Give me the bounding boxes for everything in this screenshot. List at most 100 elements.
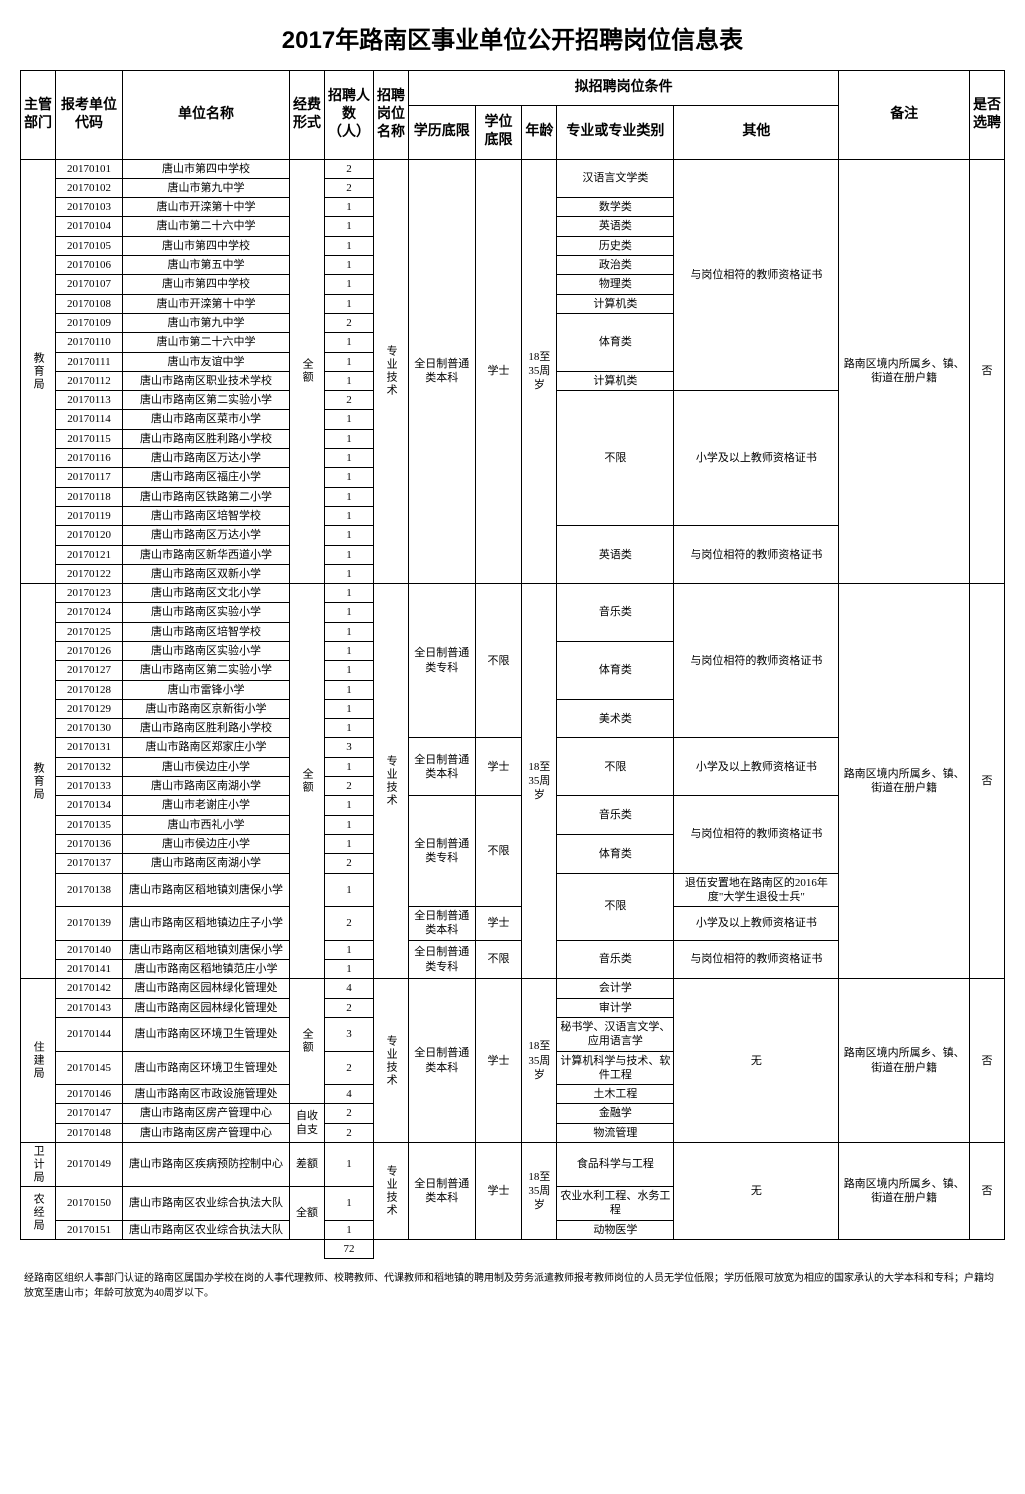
table-cell: 20170123 xyxy=(56,584,123,603)
table-cell: 1 xyxy=(325,526,374,545)
table-cell: 1 xyxy=(325,940,374,959)
table-cell: 物流管理 xyxy=(557,1123,674,1142)
table-cell: 物理类 xyxy=(557,275,674,294)
table-cell: 全日制普通类本科 xyxy=(409,979,476,1143)
table-cell: 农经局 xyxy=(21,1187,56,1240)
table-cell: 小学及以上教师资格证书 xyxy=(674,738,839,796)
table-cell: 20170107 xyxy=(56,275,123,294)
table-cell: 学士 xyxy=(475,907,522,941)
table-cell: 2 xyxy=(325,391,374,410)
table-cell: 1 xyxy=(325,796,374,815)
table-cell: 20170116 xyxy=(56,449,123,468)
table-cell: 全日制普通类本科 xyxy=(409,159,476,584)
table-cell: 1 xyxy=(325,371,374,390)
table-cell: 20170140 xyxy=(56,940,123,959)
table-cell: 20170148 xyxy=(56,1123,123,1142)
table-cell: 20170122 xyxy=(56,564,123,583)
table-cell xyxy=(21,1239,325,1258)
table-cell: 土木工程 xyxy=(557,1085,674,1104)
table-cell: 全额 xyxy=(290,159,325,584)
table-cell: 历史类 xyxy=(557,236,674,255)
table-cell: 路南区境内所属乡、镇、街道在册户籍 xyxy=(839,979,970,1143)
th-dept: 主管部门 xyxy=(21,71,56,160)
table-cell: 唐山市路南区铁路第二小学 xyxy=(123,487,290,506)
table-cell: 2 xyxy=(325,178,374,197)
table-cell: 2 xyxy=(325,1123,374,1142)
table-cell: 2 xyxy=(325,907,374,941)
table-cell: 唐山市路南区第二实验小学 xyxy=(123,391,290,410)
table-cell: 20170149 xyxy=(56,1143,123,1187)
table-cell: 全日制普通类专科 xyxy=(409,584,476,738)
th-degree: 学位底限 xyxy=(475,106,522,159)
th-edu: 学历底限 xyxy=(409,106,476,159)
table-cell: 唐山市侯边庄小学 xyxy=(123,834,290,853)
table-cell: 英语类 xyxy=(557,217,674,236)
table-cell: 小学及以上教师资格证书 xyxy=(674,907,839,941)
table-cell: 2 xyxy=(325,998,374,1017)
table-cell: 20170119 xyxy=(56,506,123,525)
th-code: 报考单位代码 xyxy=(56,71,123,160)
table-cell: 2 xyxy=(325,1104,374,1123)
table-cell: 唐山市第二十六中学 xyxy=(123,217,290,236)
table-cell: 数学类 xyxy=(557,198,674,217)
table-row: 住建局20170142唐山市路南区园林绿化管理处全额4专业技术全日制普通类本科学… xyxy=(21,979,1005,998)
table-cell: 20170145 xyxy=(56,1051,123,1085)
table-cell: 唐山市路南区文北小学 xyxy=(123,584,290,603)
table-cell: 20170112 xyxy=(56,371,123,390)
table-cell: 唐山市第四中学校 xyxy=(123,159,290,178)
table-cell: 1 xyxy=(325,622,374,641)
table-cell: 小学及以上教师资格证书 xyxy=(674,391,839,526)
table-cell: 1 xyxy=(325,661,374,680)
table-cell: 20170104 xyxy=(56,217,123,236)
table-cell: 与岗位相符的教师资格证书 xyxy=(674,940,839,979)
table-cell: 唐山市路南区万达小学 xyxy=(123,526,290,545)
table-cell: 1 xyxy=(325,468,374,487)
table-cell: 不限 xyxy=(475,940,522,979)
table-cell: 不限 xyxy=(475,584,522,738)
table-cell: 政治类 xyxy=(557,256,674,275)
table-cell: 与岗位相符的教师资格证书 xyxy=(674,159,839,391)
table-cell: 与岗位相符的教师资格证书 xyxy=(674,796,839,873)
table-cell: 专业技术 xyxy=(374,584,409,979)
table-cell: 1 xyxy=(325,960,374,979)
table-cell: 唐山市路南区实验小学 xyxy=(123,641,290,660)
table-cell: 唐山市第四中学校 xyxy=(123,236,290,255)
table-cell: 唐山市路南区市政设施管理处 xyxy=(123,1085,290,1104)
table-cell: 20170106 xyxy=(56,256,123,275)
table-cell: 1 xyxy=(325,1187,374,1221)
table-cell: 20170143 xyxy=(56,998,123,1017)
table-cell: 教育局 xyxy=(21,159,56,584)
table-cell: 唐山市路南区万达小学 xyxy=(123,449,290,468)
table-cell: 20170117 xyxy=(56,468,123,487)
table-cell: 计算机类 xyxy=(557,294,674,313)
table-cell: 20170111 xyxy=(56,352,123,371)
table-cell: 唐山市路南区胜利路小学校 xyxy=(123,429,290,448)
table-cell: 1 xyxy=(325,449,374,468)
table-cell: 20170150 xyxy=(56,1187,123,1221)
table-cell: 20170124 xyxy=(56,603,123,622)
th-remark: 备注 xyxy=(839,71,970,160)
table-cell: 唐山市第四中学校 xyxy=(123,275,290,294)
table-cell: 3 xyxy=(325,738,374,757)
table-cell: 否 xyxy=(970,159,1005,584)
table-cell: 唐山市侯边庄小学 xyxy=(123,757,290,776)
table-cell: 20170144 xyxy=(56,1017,123,1051)
table-cell: 1 xyxy=(325,564,374,583)
table-cell: 20170138 xyxy=(56,873,123,907)
table-cell: 唐山市路南区京新街小学 xyxy=(123,699,290,718)
table-cell: 3 xyxy=(325,1017,374,1051)
table-cell: 卫计局 xyxy=(21,1143,56,1187)
table-cell: 1 xyxy=(325,410,374,429)
table-cell xyxy=(374,1239,1005,1258)
table-cell: 全额 xyxy=(290,1187,325,1240)
table-cell: 18至35周岁 xyxy=(522,159,557,584)
table-cell: 学士 xyxy=(475,1143,522,1240)
table-cell: 20170133 xyxy=(56,777,123,796)
table-cell: 20170113 xyxy=(56,391,123,410)
table-cell: 与岗位相符的教师资格证书 xyxy=(674,584,839,738)
table-cell: 1 xyxy=(325,603,374,622)
table-cell: 自收自支 xyxy=(290,1104,325,1143)
table-cell: 否 xyxy=(970,979,1005,1143)
table-cell: 专业技术 xyxy=(374,979,409,1143)
table-cell: 学士 xyxy=(475,738,522,796)
